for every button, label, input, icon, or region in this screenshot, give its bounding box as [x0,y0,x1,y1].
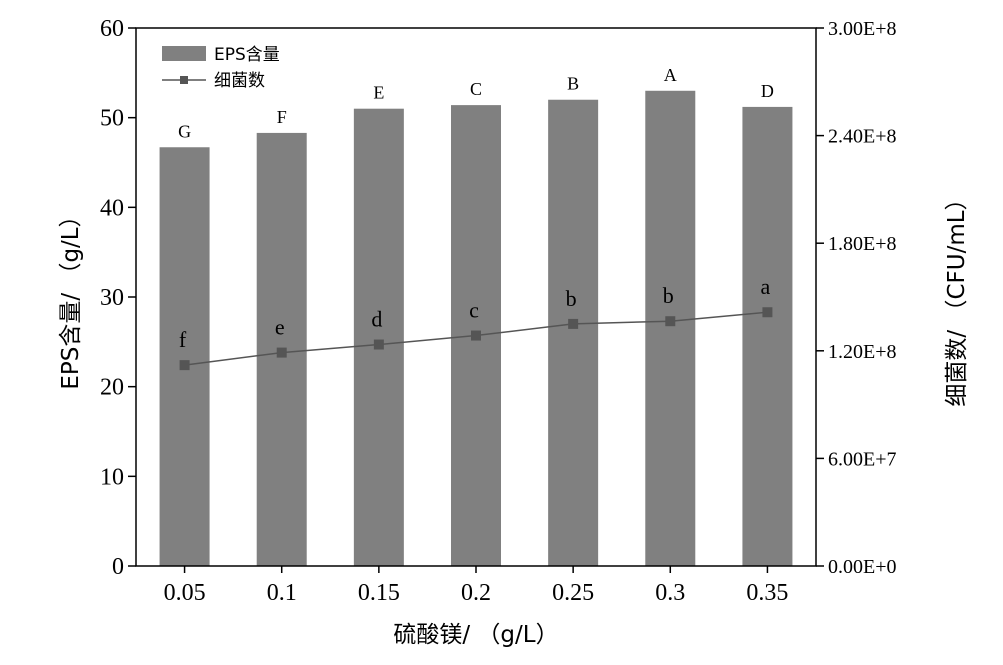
x-tick-label-0.25: 0.25 [552,580,594,606]
x-tick-label-0.05: 0.05 [164,580,206,606]
line-layer [179,307,773,371]
bars-layer [159,90,793,567]
legend-swatch-bacteria-marker [180,76,188,84]
right-tick-label: 1.20E+8 [828,341,897,363]
legend-label-bacteria: 细菌数 [214,71,265,91]
left-axis-title: EPS含量/ （g/L） [58,204,84,389]
bar-0.25 [548,99,599,566]
bar-letter-0.05: G [178,121,191,141]
left-tick-label: 10 [100,464,124,490]
bacteria-point-0.1 [276,347,287,358]
bacteria-point-letter-0.25: b [566,286,577,311]
bacteria-point-letter-0.35: a [761,274,771,299]
bacteria-point-letter-0.3: b [663,283,674,308]
bacteria-point-0.2 [471,330,481,341]
right-tick-label: 3.00E+8 [828,18,897,40]
bar-letter-0.35: D [761,81,774,101]
legend-label-eps: EPS含量 [214,45,280,65]
bacteria-point-0.15 [373,339,384,350]
left-axis: 0 10 20 30 40 50 60 [100,16,136,580]
left-tick-label: 40 [100,195,124,221]
bacteria-point-letter-0.05: f [179,327,187,352]
x-axis-title: 硫酸镁/ （g/L） [393,622,558,648]
bacteria-point-0.05 [179,360,190,371]
bar-letter-0.1: F [277,107,287,127]
right-tick-label: 6.00E+7 [828,448,897,470]
right-axis-title: 细菌数/ （CFU/mL） [944,187,970,406]
bacteria-point-letter-0.1: e [275,315,285,340]
left-tick-label: 50 [100,106,124,132]
bacteria-point-0.25 [568,318,579,329]
right-tick-label: 0.00E+0 [828,556,897,578]
left-tick-label: 20 [100,375,124,401]
legend: EPS含量 细菌数 [162,45,280,91]
x-tick-label-0.15: 0.15 [358,580,400,606]
left-tick-label: 60 [100,16,124,42]
bar-0.35 [742,106,793,566]
x-tick-label-0.2: 0.2 [461,580,491,606]
bar-letter-0.3: A [664,65,677,85]
bar-letters-layer: G F E C B A D [178,65,774,141]
bar-0.3 [645,90,696,567]
bacteria-point-0.3 [665,316,676,327]
bacteria-point-letter-0.2: c [469,298,479,323]
right-tick-label: 1.80E+8 [828,233,897,255]
x-axis: 0.05 0.1 0.15 0.2 0.25 0.3 0.35 [164,566,788,606]
point-letters-layer: f e d c b b a [179,274,771,352]
x-tick-label-0.1: 0.1 [267,580,297,606]
left-tick-label: 0 [112,554,124,580]
right-axis: 0.00E+0 6.00E+7 1.20E+8 1.80E+8 2.40E+8 3.00E… [816,18,897,578]
bar-letter-0.15: E [373,83,384,103]
left-tick-label: 30 [100,285,124,311]
bacteria-point-letter-0.15: d [371,307,382,332]
bar-0.15 [353,108,404,566]
bar-0.05 [159,147,210,567]
bacteria-point-0.35 [762,307,773,318]
bar-letter-0.2: C [470,79,482,99]
right-tick-label: 2.40E+8 [828,126,897,148]
legend-swatch-eps [162,46,206,61]
x-tick-label-0.35: 0.35 [746,580,788,606]
x-tick-label-0.3: 0.3 [655,580,685,606]
bar-letter-0.25: B [567,74,579,94]
